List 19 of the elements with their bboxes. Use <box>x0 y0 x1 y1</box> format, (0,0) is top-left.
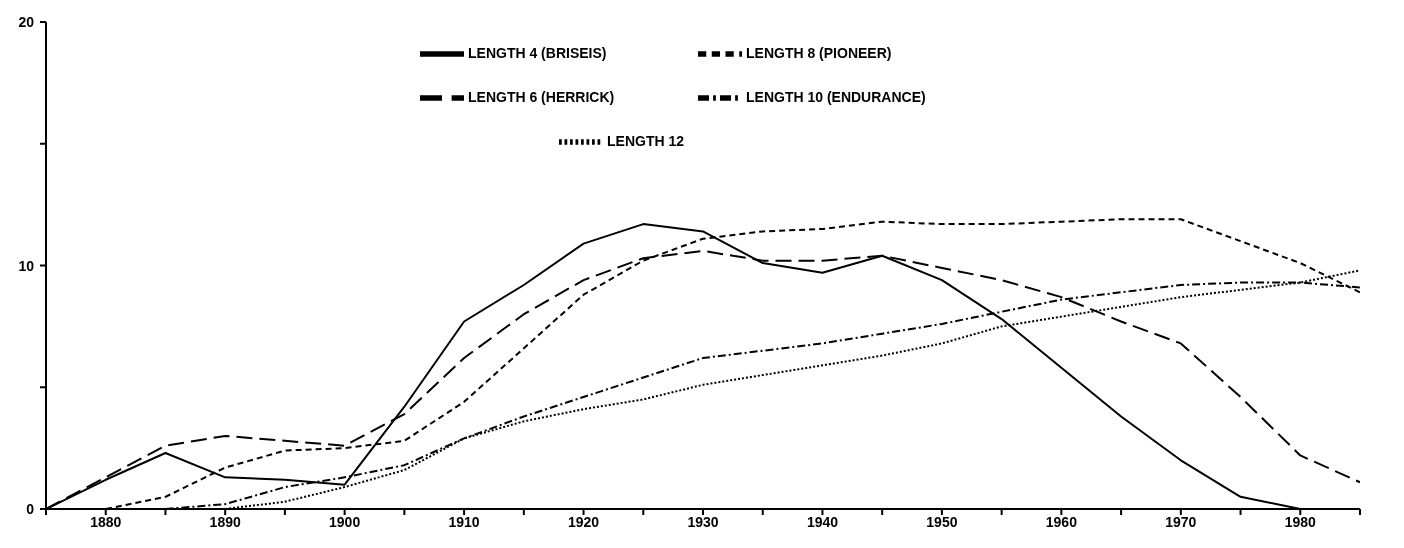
legend-label: LENGTH 8 (PIONEER) <box>746 43 893 63</box>
legend-label: LENGTH 12 <box>607 131 685 151</box>
x-tick-label: 1910 <box>448 513 480 530</box>
x-tick-label: 1890 <box>209 513 241 530</box>
y-tick-label: 0 <box>26 501 35 517</box>
x-tick-label: 1930 <box>687 513 719 530</box>
y-tick-label: 20 <box>18 14 35 30</box>
x-tick-label: 1960 <box>1045 513 1078 530</box>
y-tick-label: 10 <box>18 257 35 274</box>
x-tick-label: 1880 <box>90 513 122 530</box>
x-tick-label: 1950 <box>926 513 958 530</box>
legend-label: LENGTH 4 (BRISEIS) <box>468 43 608 63</box>
x-tick-label: 1940 <box>806 513 839 530</box>
x-tick-label: 1980 <box>1284 513 1317 530</box>
x-tick-label: 1900 <box>329 513 361 530</box>
legend-label: LENGTH 10 (ENDURANCE) <box>746 87 927 107</box>
x-tick-label: 1920 <box>567 513 600 530</box>
legend-label: LENGTH 6 (HERRICK) <box>468 87 616 107</box>
x-tick-label: 1970 <box>1165 513 1197 530</box>
